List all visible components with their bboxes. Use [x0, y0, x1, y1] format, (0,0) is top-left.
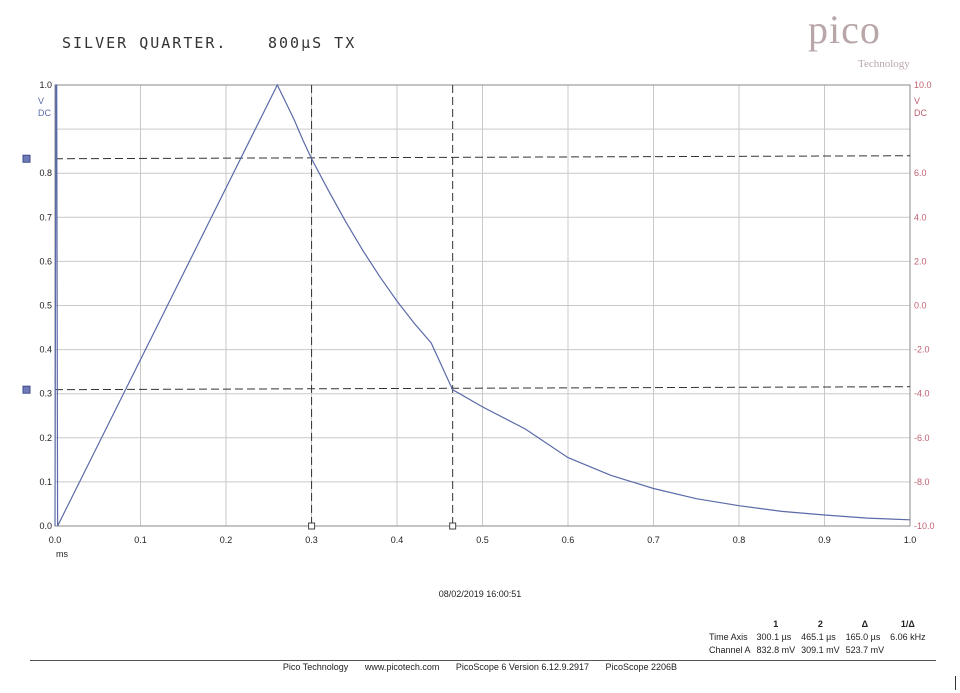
row-label-channel-a: Channel A — [709, 644, 751, 655]
pico-logo: pico — [808, 7, 881, 52]
row-label-time-axis: Time Axis — [709, 631, 748, 642]
page-edge-mark — [955, 676, 956, 690]
measurements-header-row: 1 2 Δ 1/Δ — [706, 617, 929, 630]
right-y-tick-label: -10.0 — [914, 521, 935, 531]
frequency-value: 6.06 kHz — [890, 631, 926, 642]
left-y-tick-label: 0.4 — [39, 345, 52, 355]
left-y-tick-label: 0.0 — [39, 521, 52, 531]
pico-logo-subtitle: Technology — [858, 58, 910, 70]
left-y-tick-label: 0.8 — [39, 168, 52, 178]
x-tick-label: 0.2 — [220, 535, 233, 545]
capture-timestamp: 08/02/2019 16:00:51 — [438, 589, 522, 599]
channel-a-delta-value: 523.7 mV — [845, 644, 885, 655]
right-y-tick-label: -4.0 — [914, 389, 930, 399]
left-axis-unit: V — [38, 96, 44, 106]
measurements-header-2: 2 — [817, 618, 823, 629]
measurements-header-1: 1 — [773, 618, 779, 629]
horizontal-cursor-line — [54, 155, 911, 160]
channel-a-cursor-2-value: 309.1 mV — [801, 644, 840, 655]
time-delta-value: 165.0 µs — [845, 631, 881, 642]
right-y-tick-label: 6.0 — [914, 168, 927, 178]
footer-company: Pico Technology — [282, 662, 349, 672]
horizontal-cursor-line — [54, 386, 911, 391]
footer-version: PicoScope 6 Version 6.12.9.2917 — [455, 662, 589, 672]
horizontal-cursor-marker — [22, 385, 31, 394]
measurements-row-channel-a: Channel A 832.8 mV 309.1 mV 523.7 mV — [706, 643, 929, 656]
x-tick-label: 1.0 — [904, 535, 917, 545]
left-y-tick-label: 0.1 — [39, 477, 52, 487]
x-tick-label: 0.7 — [647, 535, 660, 545]
cursor-measurements-table: 1 2 Δ 1/Δ Time Axis 300.1 µs 465.1 µs 16… — [706, 617, 929, 656]
left-y-tick-label: 0.7 — [39, 212, 52, 222]
right-y-tick-label: 10.0 — [914, 80, 932, 90]
footer-url: www.picotech.com — [364, 662, 440, 672]
horizontal-cursor-marker — [22, 154, 31, 163]
x-tick-label: 0.3 — [305, 535, 318, 545]
right-y-tick-label: 0.0 — [914, 301, 927, 311]
footer-model: PicoScope 2206B — [605, 662, 678, 672]
right-axis-unit: DC — [914, 108, 927, 118]
right-y-tick-label: -6.0 — [914, 433, 930, 443]
right-y-tick-label: -8.0 — [914, 477, 930, 487]
left-y-tick-label: 1.0 — [39, 80, 52, 90]
left-axis-unit: DC — [38, 108, 51, 118]
x-tick-label: 0.8 — [733, 535, 746, 545]
x-tick-label: 0.6 — [562, 535, 575, 545]
left-y-tick-label: 0.5 — [39, 301, 52, 311]
handwritten-note: 800µS TX — [268, 34, 357, 52]
measurements-header-delta: Δ — [861, 618, 869, 629]
right-y-tick-label: 2.0 — [914, 256, 927, 266]
x-tick-label: 0.4 — [391, 535, 404, 545]
channel-a-trace — [54, 83, 911, 527]
left-y-tick-label: 0.3 — [39, 389, 52, 399]
right-y-tick-label: 4.0 — [914, 212, 927, 222]
left-y-tick-label: 0.2 — [39, 433, 52, 443]
footer: Pico Technology www.picotech.com PicoSco… — [0, 662, 960, 672]
handwritten-title: SILVER QUARTER. — [62, 34, 228, 52]
vertical-cursor-marker — [449, 522, 457, 530]
x-tick-label: 0.0 — [49, 535, 62, 545]
vertical-cursor-marker — [308, 522, 316, 530]
measurements-header-inverse-delta: 1/Δ — [900, 618, 915, 629]
right-axis-unit: V — [914, 96, 920, 106]
x-tick-label: 0.5 — [476, 535, 489, 545]
x-axis-unit-label: ms — [56, 549, 68, 559]
time-cursor-2-value: 465.1 µs — [801, 631, 836, 642]
channel-a-inverse-delta-value — [887, 643, 929, 656]
time-cursor-1-value: 300.1 µs — [756, 631, 792, 642]
right-y-tick-label: -2.0 — [914, 345, 930, 355]
footer-divider — [30, 660, 936, 661]
measurements-corner — [706, 617, 754, 630]
x-tick-label: 0.1 — [134, 535, 147, 545]
x-tick-label: 0.9 — [818, 535, 831, 545]
left-y-tick-label: 0.6 — [39, 256, 52, 266]
channel-a-cursor-1-value: 832.8 mV — [756, 644, 796, 655]
measurements-row-time: Time Axis 300.1 µs 465.1 µs 165.0 µs 6.0… — [706, 630, 929, 643]
